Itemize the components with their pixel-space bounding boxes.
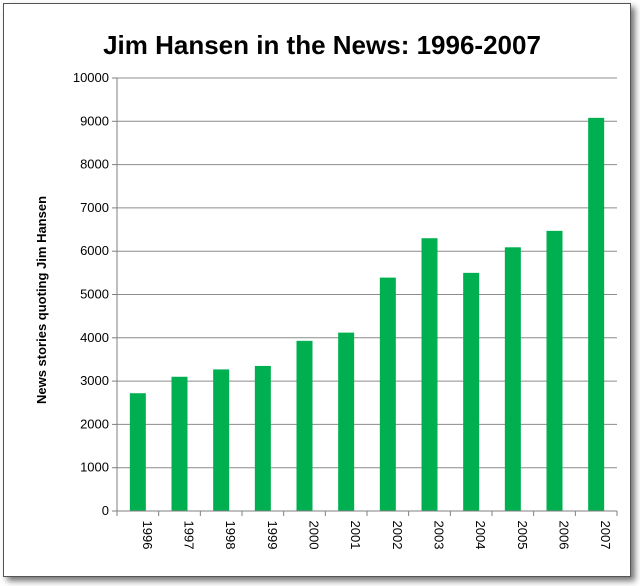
- x-tick-label: 1999: [265, 521, 280, 550]
- x-tick-label: 2002: [390, 521, 405, 550]
- y-tick-label: 4000: [80, 330, 109, 345]
- y-tick-label: 8000: [80, 157, 109, 172]
- x-tick-label: 2004: [473, 521, 488, 550]
- x-tick-label: 1997: [182, 521, 197, 550]
- bar: [421, 238, 438, 511]
- bar: [338, 332, 355, 511]
- y-tick-labels: 0 1000 2000 3000 4000 5000 6000 7000 8000 9000 100…: [73, 70, 109, 518]
- bar: [171, 376, 188, 511]
- bar: [129, 393, 146, 511]
- x-tick-label: 1996: [140, 521, 155, 550]
- x-tick-label: 2000: [307, 521, 322, 550]
- x-tick-label: 1998: [223, 521, 238, 550]
- x-tick-label: 2003: [432, 521, 447, 550]
- y-tick-label: 7000: [80, 200, 109, 215]
- y-tick-label: 2000: [80, 416, 109, 431]
- x-tick-labels: 1996 1997 1998 1999 2000 2001 2002 2003 2004 2005…: [140, 521, 613, 550]
- bars: [129, 117, 605, 512]
- bar: [213, 369, 230, 511]
- y-tick-label: 3000: [80, 373, 109, 388]
- bar: [296, 340, 313, 511]
- x-tick-label: 2005: [515, 521, 530, 550]
- bar-chart: Jim Hansen in the News: 1996-2007 News s…: [34, 30, 618, 550]
- y-tick-label: 9000: [80, 113, 109, 128]
- y-tick-label: 6000: [80, 243, 109, 258]
- bar: [546, 230, 563, 511]
- y-tick-label: 1000: [80, 460, 109, 475]
- chart-frame: Jim Hansen in the News: 1996-2007 News s…: [3, 3, 631, 577]
- bar: [463, 272, 480, 511]
- y-tick-label: 5000: [80, 287, 109, 302]
- bar: [504, 247, 521, 512]
- bar: [379, 277, 396, 511]
- bar: [254, 365, 271, 511]
- y-tick-label: 10000: [73, 70, 109, 85]
- chart-title: Jim Hansen in the News: 1996-2007: [103, 30, 541, 60]
- axes: [112, 77, 618, 516]
- x-tick-label: 2001: [348, 521, 363, 550]
- x-tick-label: 2006: [557, 521, 572, 550]
- x-tick-label: 2007: [598, 521, 613, 550]
- gridlines: [117, 77, 617, 469]
- y-tick-label: 0: [102, 503, 109, 518]
- y-axis-label: News stories quoting Jim Hansen: [34, 196, 49, 404]
- bar: [588, 117, 605, 511]
